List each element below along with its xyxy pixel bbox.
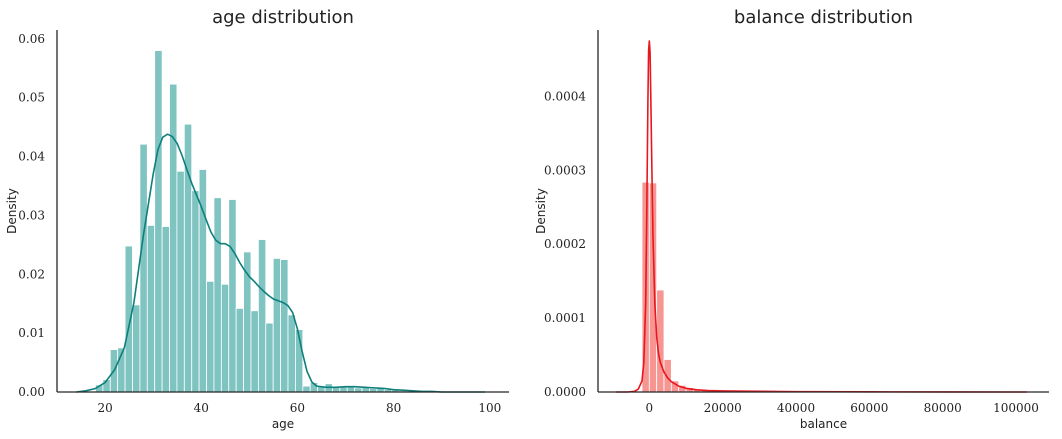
histogram-bar	[191, 190, 200, 393]
y-tick-label: 0.03	[18, 208, 45, 222]
x-tick-label: 100	[478, 401, 501, 415]
x-tick-label: 40	[194, 401, 209, 415]
kde-curve	[76, 133, 485, 393]
histogram-bar	[663, 359, 672, 393]
x-tick-labels: 20 40 60 80 100	[97, 401, 501, 415]
x-axis-label: balance	[800, 417, 847, 431]
y-tick-labels: 0.0000 0.0001 0.0002 0.0003 0.0004	[544, 89, 586, 399]
chart-title: balance distribution	[734, 7, 913, 28]
y-tick-labels: 0.00 0.01 0.02 0.03 0.04 0.05 0.06	[18, 32, 45, 399]
x-tick-label: 100000	[993, 401, 1039, 415]
histogram-bar	[280, 259, 289, 393]
histogram-bar	[250, 310, 259, 393]
x-tick-label: 20	[97, 401, 112, 415]
histogram-bar	[139, 143, 148, 393]
histogram-bar	[235, 308, 244, 393]
y-tick-label: 0.0001	[544, 311, 586, 325]
x-tick-label: 80	[386, 401, 401, 415]
y-tick-label: 0.0002	[544, 237, 586, 251]
histogram-bar	[176, 170, 185, 393]
histogram-bar	[265, 322, 274, 393]
histogram-bar	[287, 314, 296, 393]
histogram-bar	[169, 83, 178, 393]
histogram-bar	[272, 257, 281, 393]
histogram-bar	[132, 304, 141, 393]
x-tick-label: 40000	[777, 401, 815, 415]
y-tick-label: 0.0000	[544, 385, 586, 399]
x-axis-label: age	[272, 417, 294, 431]
x-tick-label: 20000	[704, 401, 742, 415]
histogram-bar	[213, 197, 222, 393]
x-tick-label: 60	[290, 401, 305, 415]
y-axis-label: Density	[534, 188, 548, 234]
y-tick-label: 0.0003	[544, 163, 586, 177]
histogram-bar	[124, 245, 133, 393]
balance-distribution-chart: balance distribution balance Density 0 20…	[534, 7, 1049, 431]
x-tick-labels: 0 20000 40000 60000 80000 100000	[646, 401, 1039, 415]
histogram-bar	[206, 280, 215, 393]
histogram-bar	[257, 239, 267, 393]
kde-curve	[616, 40, 1028, 393]
y-tick-label: 0.06	[18, 32, 45, 46]
y-axis-label: Density	[5, 188, 19, 234]
histogram-bar	[146, 225, 156, 393]
histogram-bar	[228, 199, 237, 393]
y-tick-label: 0.0004	[544, 89, 586, 103]
histogram-bar	[161, 226, 170, 393]
x-tick-label: 80000	[924, 401, 962, 415]
y-tick-label: 0.02	[18, 267, 45, 281]
y-tick-label: 0.01	[18, 326, 45, 340]
y-tick-label: 0.00	[18, 385, 45, 399]
histogram-bar	[154, 50, 163, 393]
histogram-bar	[220, 283, 230, 393]
x-tick-label: 60000	[850, 401, 888, 415]
age-distribution-chart: age distribution age Density 20 40 60 80 100…	[5, 7, 509, 431]
y-tick-label: 0.05	[18, 91, 45, 105]
histogram-bar	[302, 385, 311, 393]
x-tick-label: 0	[646, 401, 654, 415]
chart-title: age distribution	[212, 7, 354, 28]
y-tick-label: 0.04	[18, 150, 45, 164]
